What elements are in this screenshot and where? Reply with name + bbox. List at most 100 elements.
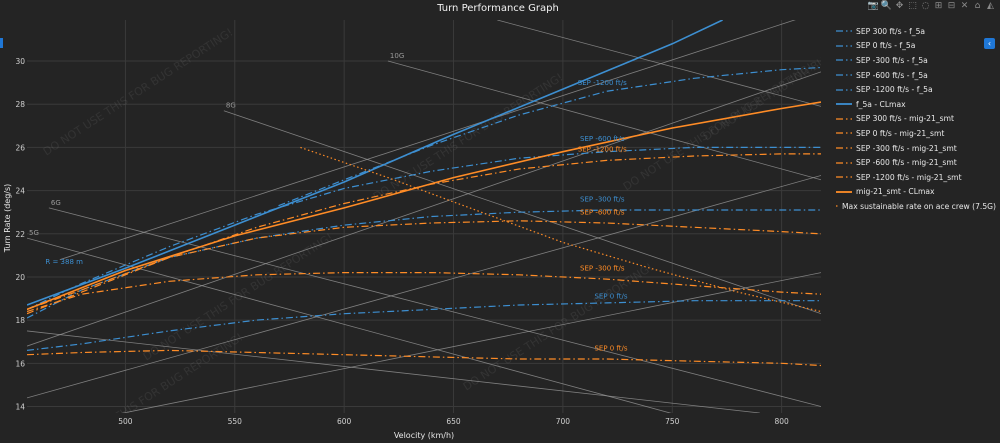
sep-annotation: SEP 0 ft/s xyxy=(594,344,627,352)
legend-item[interactable]: SEP -1200 ft/s - f_5a xyxy=(836,82,996,97)
legend-label: SEP -1200 ft/s - mig-21_smt xyxy=(856,172,962,182)
zoom-out-icon[interactable]: ⊟ xyxy=(947,1,956,11)
radius-annotation: R = 388 m xyxy=(45,258,83,266)
legend-swatch xyxy=(836,89,852,91)
legend-swatch xyxy=(836,45,852,47)
sep-annotation: SEP 0 ft/s xyxy=(594,293,627,301)
legend-swatch xyxy=(836,205,838,208)
x-tick-label: 600 xyxy=(337,417,352,426)
x-tick-label: 500 xyxy=(118,417,133,426)
series-line xyxy=(300,146,821,313)
legend-swatch xyxy=(836,176,852,178)
sep-annotation: SEP -300 ft/s xyxy=(580,195,625,203)
legend-item[interactable]: SEP -300 ft/s - f_5a xyxy=(836,53,996,68)
series-layer xyxy=(27,20,821,367)
series-line xyxy=(27,272,821,313)
legend-item[interactable]: SEP 0 ft/s - mig-21_smt xyxy=(836,126,996,141)
left-edge-marker xyxy=(0,38,3,48)
load-factor-line xyxy=(48,207,821,407)
legend-swatch xyxy=(836,132,852,135)
legend-item[interactable]: SEP 300 ft/s - f_5a xyxy=(836,24,996,39)
watermark-text: DO NOT USE THIS FOR BUG REPORTING! xyxy=(371,71,566,204)
sep-annotation: SEP -1200 ft/s xyxy=(578,79,627,87)
legend-label: SEP -1200 ft/s - f_5a xyxy=(856,85,933,95)
series-line xyxy=(27,209,821,319)
legend-collapse-button[interactable]: ‹ xyxy=(984,38,995,49)
legend-item[interactable]: SEP -600 ft/s - f_5a xyxy=(836,68,996,83)
y-tick-label: 28 xyxy=(15,100,25,109)
chart-title: Turn Performance Graph xyxy=(436,3,559,14)
legend-item[interactable]: SEP -300 ft/s - mig-21_smt xyxy=(836,141,996,156)
legend-swatch xyxy=(836,118,852,120)
modebar: 📷 🔍 ✥ ⬚ ◌ ⊞ ⊟ ✕ ⌂ ◭ xyxy=(868,1,996,11)
legend-item[interactable]: mig-21_smt - CLmax xyxy=(836,185,996,200)
legend-swatch xyxy=(836,147,852,149)
y-axis-title: Turn Rate (deg/s) xyxy=(3,184,12,254)
plotly-logo-icon[interactable]: ◭ xyxy=(987,1,994,11)
lasso-select-icon[interactable]: ◌ xyxy=(921,1,930,11)
x-axis-title: Velocity (km/h) xyxy=(394,431,454,440)
watermark-text: DO NOT USE THIS FOR BUG REPORTING! xyxy=(41,26,236,159)
legend-swatch xyxy=(836,190,852,193)
y-tick-label: 30 xyxy=(15,57,25,66)
legend-swatch xyxy=(836,74,852,76)
annotation-layer: SEP -1200 ft/s SEP -600 ft/s SEP -1200 ft/… xyxy=(45,79,628,353)
load-factor-line xyxy=(27,175,821,399)
legend-label: SEP -600 ft/s - mig-21_smt xyxy=(856,158,957,168)
legend-swatch xyxy=(836,161,852,164)
x-tick-label: 750 xyxy=(665,417,680,426)
zoom-icon[interactable]: 🔍 xyxy=(880,1,893,11)
legend-label: Max sustainable rate on ace crew (7.5G) xyxy=(842,201,996,211)
load-factor-line xyxy=(27,330,760,413)
sep-annotation: SEP -600 ft/s xyxy=(580,208,625,216)
y-tick-label: 18 xyxy=(15,316,25,325)
camera-icon[interactable]: 📷 xyxy=(867,1,880,11)
legend-item[interactable]: SEP -1200 ft/s - mig-21_smt xyxy=(836,170,996,185)
y-tick-label: 20 xyxy=(15,273,25,282)
legend-swatch xyxy=(836,30,852,32)
load-factor-label: 10G xyxy=(390,52,404,60)
legend-label: SEP 300 ft/s - f_5a xyxy=(856,26,926,36)
load-factor-label: 8G xyxy=(226,102,236,110)
legend-item[interactable]: f_5a - CLmax xyxy=(836,97,996,112)
zoom-in-icon[interactable]: ⊞ xyxy=(934,1,943,11)
legend-item[interactable]: SEP 0 ft/s - f_5a xyxy=(836,39,996,54)
axes-layer: 500 550 600 650 700 750 800 14 16 18 20 22 24 26 28 30 xyxy=(15,57,789,426)
sep-annotation: SEP -600 ft/s xyxy=(580,135,625,143)
series-line xyxy=(27,220,821,315)
box-select-icon[interactable]: ⬚ xyxy=(908,1,917,11)
reset-axes-icon[interactable]: ⌂ xyxy=(974,1,981,11)
legend-item[interactable]: Max sustainable rate on ace crew (7.5G) xyxy=(836,199,996,214)
load-factor-label: 6G xyxy=(51,199,61,207)
x-tick-label: 700 xyxy=(556,417,571,426)
chevron-left-icon: ‹ xyxy=(987,39,992,48)
sep-annotation: SEP -1200 ft/s xyxy=(578,146,627,154)
pan-icon[interactable]: ✥ xyxy=(895,1,904,11)
series-line xyxy=(27,20,723,306)
y-tick-label: 16 xyxy=(15,359,25,368)
legend-label: SEP 0 ft/s - mig-21_smt xyxy=(856,128,945,138)
x-tick-label: 800 xyxy=(774,417,789,426)
legend-label: mig-21_smt - CLmax xyxy=(856,187,935,197)
y-tick-label: 24 xyxy=(15,187,25,196)
autoscale-icon[interactable]: ✕ xyxy=(960,1,969,11)
series-line xyxy=(27,101,821,311)
watermark-text: DO NOT USE THIS FOR BUG REPORTING! xyxy=(461,261,656,394)
legend-label: SEP -600 ft/s - f_5a xyxy=(856,70,928,80)
series-line xyxy=(27,300,821,351)
reference-lines-layer: 5G 6G 8G 10G xyxy=(27,20,821,413)
legend-label: SEP 0 ft/s - f_5a xyxy=(856,41,916,51)
load-factor-line xyxy=(59,20,796,261)
legend-item[interactable]: SEP 300 ft/s - mig-21_smt xyxy=(836,112,996,127)
sep-annotation: SEP -300 ft/s xyxy=(580,264,625,272)
watermark-layer: DO NOT USE THIS FOR BUG REPORTING! DO NOT… xyxy=(41,20,821,413)
load-factor-line xyxy=(121,272,821,413)
legend-swatch xyxy=(836,103,852,106)
series-line xyxy=(27,349,821,367)
load-factor-line xyxy=(497,20,821,107)
load-factor-label: 5G xyxy=(29,229,39,237)
y-tick-label: 14 xyxy=(15,403,25,412)
legend-item[interactable]: SEP -600 ft/s - mig-21_smt xyxy=(836,155,996,170)
load-factor-line xyxy=(27,71,821,347)
